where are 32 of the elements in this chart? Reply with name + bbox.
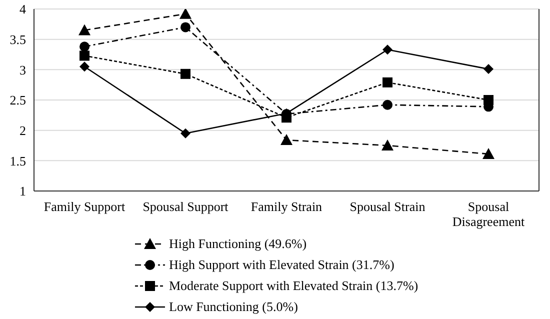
- point: [280, 134, 292, 146]
- point: [78, 24, 90, 36]
- y-tick-label: 2: [20, 122, 26, 138]
- point: [382, 77, 392, 88]
- point: [484, 95, 494, 105]
- point: [482, 148, 494, 159]
- x-tick-label: Family Strain: [250, 199, 323, 214]
- legend-label: Low Functioning (5.0%): [169, 298, 298, 314]
- point: [80, 50, 90, 61]
- x-tick-label: Spousal Disagreement: [452, 199, 525, 229]
- point: [382, 100, 392, 110]
- legend-label: High Functioning (49.6%): [169, 236, 307, 252]
- point: [180, 22, 190, 32]
- point: [180, 128, 190, 138]
- point: [80, 42, 90, 52]
- x-tick-label: Family Support: [44, 199, 126, 214]
- legend-label: Moderate Support with Elevated Strain (13.7%): [169, 278, 418, 294]
- x-tick-label: Spousal Support: [142, 199, 229, 214]
- point: [382, 44, 392, 55]
- point: [484, 64, 494, 74]
- y-tick-label: 3.5: [10, 32, 26, 47]
- point: [382, 140, 394, 150]
- point: [80, 62, 90, 72]
- y-tick-label: 3: [20, 62, 26, 78]
- y-tick-label: 4: [20, 2, 26, 17]
- point: [180, 68, 190, 79]
- y-tick-label: 1.5: [10, 153, 26, 168]
- y-tick-label: 2.5: [10, 92, 26, 108]
- point: [180, 9, 192, 19]
- y-tick-label: 1: [20, 184, 26, 199]
- legend-label: High Support with Elevated Strain (31.7%): [169, 256, 394, 272]
- x-tick-label: Spousal Strain: [350, 199, 426, 214]
